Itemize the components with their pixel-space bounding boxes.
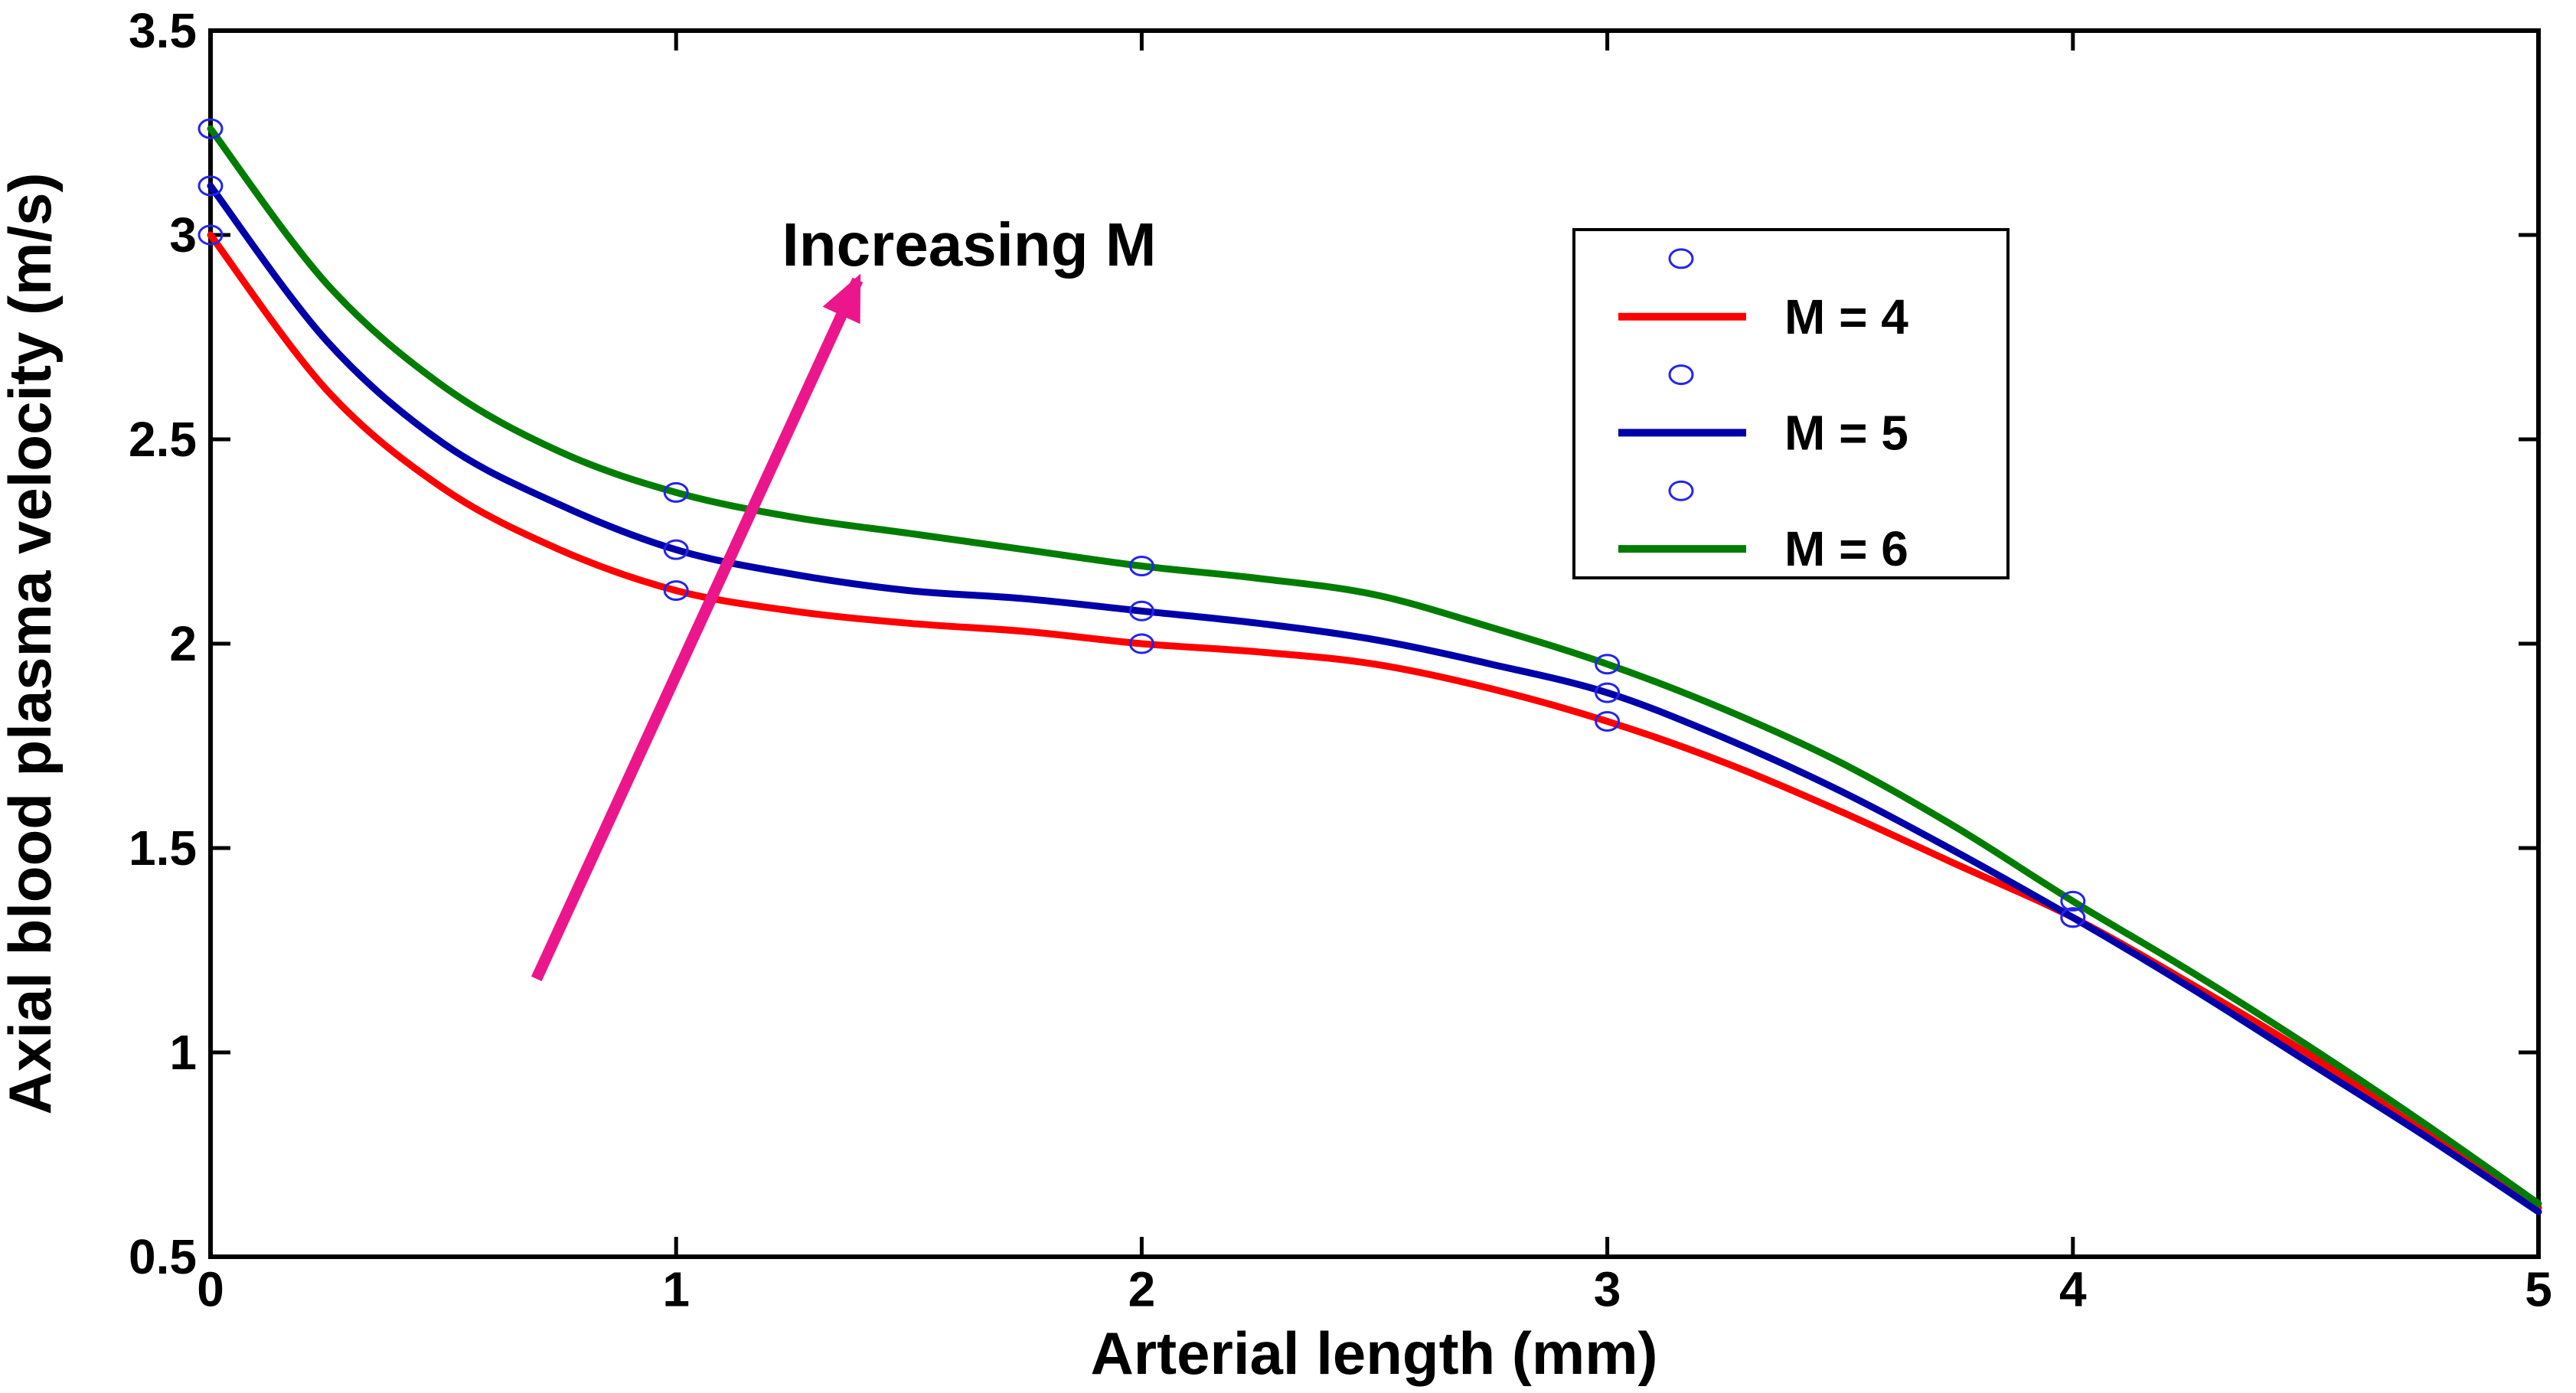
data-marker (1595, 654, 1621, 675)
data-marker (2060, 890, 2086, 912)
x-tick-label: 2 (1128, 1261, 1156, 1316)
legend-label: M = 4 (1784, 289, 1908, 344)
data-marker (1128, 556, 1154, 577)
data-marker (1595, 710, 1621, 732)
legend-marker (1668, 480, 1694, 501)
y-tick-label: 2 (169, 616, 197, 671)
increasing-m-arrow (531, 273, 864, 982)
x-tick-label: 5 (2525, 1261, 2552, 1316)
series-line-M=4 (207, 231, 2542, 1212)
legend-label: M = 5 (1784, 405, 1908, 460)
data-markers (198, 118, 2086, 928)
legend: M = 4 M = 5 M = 6 (1572, 228, 2010, 579)
y-tick-label: 1 (169, 1025, 197, 1080)
data-marker (198, 175, 224, 197)
y-tick-label: 3.5 (129, 3, 197, 58)
x-tick-label: 3 (1594, 1261, 1621, 1316)
x-tick-label: 1 (662, 1261, 690, 1316)
data-marker (663, 481, 689, 503)
y-tick-label: 1.5 (129, 820, 197, 876)
legend-entries: M = 4 M = 5 M = 6 (1618, 248, 1908, 576)
series-line-M=5 (207, 182, 2542, 1215)
data-marker (198, 224, 224, 246)
plot-border (208, 28, 2541, 1259)
x-axis-label: Arterial length (mm) (1090, 1320, 1657, 1387)
axis-ticks: 0 1 2 3 4 5 0.5 1 1.5 2 2.5 3 3.5 (129, 3, 2552, 1316)
series-lines (207, 125, 2542, 1215)
data-marker (663, 539, 689, 560)
annotation-label: Increasing M (782, 210, 1156, 279)
data-marker (1128, 633, 1154, 654)
data-marker (198, 118, 224, 139)
y-tick-label: 2.5 (129, 412, 197, 467)
legend-marker (1668, 248, 1694, 269)
legend-label: M = 6 (1784, 521, 1908, 576)
x-tick-label: 4 (2059, 1261, 2087, 1316)
annotation-arrow (531, 273, 864, 982)
series-line-M=6 (207, 125, 2542, 1208)
y-axis-label: Axial blood plasma velocity (m/s) (0, 172, 64, 1114)
data-marker (1595, 682, 1621, 703)
y-tick-label: 0.5 (129, 1229, 197, 1284)
data-marker (2060, 907, 2086, 928)
x-tick-label: 0 (197, 1261, 224, 1316)
legend-box (1572, 228, 2010, 579)
legend-marker (1668, 364, 1694, 386)
y-tick-label: 3 (169, 207, 197, 263)
data-marker (1128, 600, 1154, 621)
data-marker (663, 580, 689, 602)
